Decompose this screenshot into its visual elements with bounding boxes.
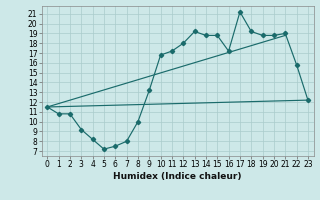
X-axis label: Humidex (Indice chaleur): Humidex (Indice chaleur) xyxy=(113,172,242,181)
